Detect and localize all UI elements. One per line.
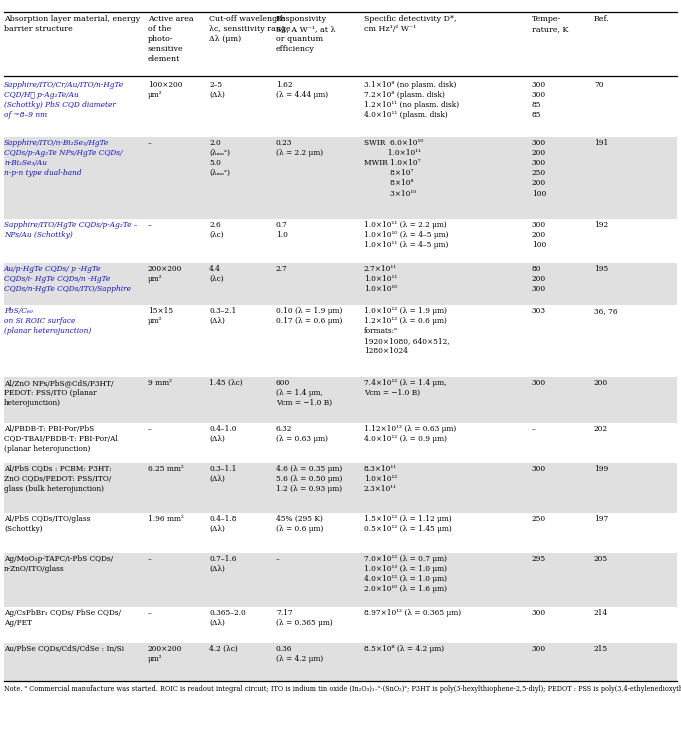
Text: 215: 215 [594,645,608,653]
Text: Cut-off wavelength
λc, sensitivity range
Δλ (μm): Cut-off wavelength λc, sensitivity range… [209,15,291,43]
Text: 0.3–2.1
(Δλ): 0.3–2.1 (Δλ) [209,307,236,325]
Text: 0.7
1.0: 0.7 1.0 [276,221,288,239]
Text: 0.23
(λ = 2.2 μm): 0.23 (λ = 2.2 μm) [276,139,323,157]
Text: 100×200
μm²: 100×200 μm² [148,81,183,99]
Text: 70: 70 [594,81,603,89]
Text: 7.17
(λ = 0.365 μm): 7.17 (λ = 0.365 μm) [276,609,333,627]
Text: 600
(λ = 1.4 μm,
Vcm = −1.0 B): 600 (λ = 1.4 μm, Vcm = −1.0 B) [276,379,332,408]
Text: 300: 300 [532,465,546,473]
Text: Ref.: Ref. [594,15,609,23]
Text: Note. ᵃ Commercial manufacture was started. ROIC is readout integral circuit; IT: Note. ᵃ Commercial manufacture was start… [4,685,681,693]
Text: –: – [276,555,280,563]
Bar [4,377,677,423]
Bar [4,643,677,681]
Text: 4.2 (λc): 4.2 (λc) [209,645,238,653]
Text: 7.0×10¹² (λ = 0.7 μm)
1.0×10¹³ (λ = 1.0 μm)
4.0×10¹² (λ = 1.0 μm)
2.0×10¹⁰ (λ = : 7.0×10¹² (λ = 0.7 μm) 1.0×10¹³ (λ = 1.0 … [364,555,447,593]
Text: Responsivity
Sλ, A W⁻¹, at λ
or quantum
efficiency: Responsivity Sλ, A W⁻¹, at λ or quantum … [276,15,336,54]
Text: 214: 214 [594,609,608,617]
Text: –: – [148,555,152,563]
Text: 192: 192 [594,221,608,229]
Text: 8.3×10¹¹
1.0×10¹²
2.3×10¹¹: 8.3×10¹¹ 1.0×10¹² 2.3×10¹¹ [364,465,397,493]
Text: 200×200
μm²: 200×200 μm² [148,645,183,663]
Text: Sapphire/ITO/HgTe CQDs/p-Ag₂Te –
NPs/Au (Schottky): Sapphire/ITO/HgTe CQDs/p-Ag₂Te – NPs/Au … [4,221,138,239]
Text: 0.7–1.6
(Δλ): 0.7–1.6 (Δλ) [209,555,236,573]
Text: Al/PbS CQDs : PCBM: P3HT:
ZnO CQDs/PEDOT: PSS/ITO/
glass (bulk heterojunction): Al/PbS CQDs : PCBM: P3HT: ZnO CQDs/PEDOT… [4,465,112,493]
Text: 300
200
100: 300 200 100 [532,221,546,249]
Text: –: – [148,139,152,147]
Text: 300
200
300
250
200
100: 300 200 300 250 200 100 [532,139,546,197]
Text: 295: 295 [532,555,546,563]
Bar [4,463,677,513]
Text: 45% (295 K)
(λ = 0.6 μm): 45% (295 K) (λ = 0.6 μm) [276,515,323,533]
Text: 197: 197 [594,515,608,523]
Text: 1.96 mm²: 1.96 mm² [148,515,184,523]
Text: 1.62
(λ = 4.44 μm): 1.62 (λ = 4.44 μm) [276,81,328,99]
Text: 0.365–2.0
(Δλ): 0.365–2.0 (Δλ) [209,609,246,627]
Text: 8.5×10⁸ (λ = 4.2 μm): 8.5×10⁸ (λ = 4.2 μm) [364,645,444,653]
Text: 8.97×10¹² (λ = 0.365 μm): 8.97×10¹² (λ = 0.365 μm) [364,609,461,617]
Text: Active area
of the
photo-
sensitive
element: Active area of the photo- sensitive elem… [148,15,193,63]
Text: 6.25 mm²: 6.25 mm² [148,465,184,473]
Text: 195: 195 [594,265,608,273]
Text: 2.7×10¹¹
1.0×10¹¹
1.0×10¹⁰: 2.7×10¹¹ 1.0×10¹¹ 1.0×10¹⁰ [364,265,398,294]
Bar [4,137,677,219]
Text: 1.12×10¹³ (λ = 0.63 μm)
4.0×10¹² (λ = 0.9 μm): 1.12×10¹³ (λ = 0.63 μm) 4.0×10¹² (λ = 0.… [364,425,456,443]
Text: 202: 202 [594,425,608,433]
Text: –: – [148,609,152,617]
Text: 36, 76: 36, 76 [594,307,618,315]
Text: Sapphire/ITO/n-Bi₂Se₃/HgTe
CQDs/p-Ag₂Te NPs/HgTe CQDs/
n-Bi₂Se₃/Au
n-p-n type du: Sapphire/ITO/n-Bi₂Se₃/HgTe CQDs/p-Ag₂Te … [4,139,123,177]
Text: 191: 191 [594,139,608,147]
Text: 250: 250 [532,515,546,523]
Text: 2.6
(λc): 2.6 (λc) [209,221,223,239]
Text: 300: 300 [532,645,546,653]
Text: 0.4–1.0
(Δλ): 0.4–1.0 (Δλ) [209,425,236,443]
Text: Al/ZnO NPs/PbS@CdS/P3HT/
PEDOT: PSS/ITO (planar
heterojunction): Al/ZnO NPs/PbS@CdS/P3HT/ PEDOT: PSS/ITO … [4,379,114,408]
Text: 15×15
μm²: 15×15 μm² [148,307,173,325]
Text: 6.32
(λ = 0.63 μm): 6.32 (λ = 0.63 μm) [276,425,328,443]
Text: 1.0×10¹² (λ = 1.9 μm)
1.2×10¹² (λ = 0.6 μm)
formats:ᵃ
1920×1080, 640×512,
1280×1: 1.0×10¹² (λ = 1.9 μm) 1.2×10¹² (λ = 0.6 … [364,307,449,355]
Text: Absorption layer material, energy
barrier structure: Absorption layer material, energy barrie… [4,15,140,33]
Text: 4.6 (λ = 0.35 μm)
5.6 (λ = 0.50 μm)
1.2 (λ = 0.93 μm): 4.6 (λ = 0.35 μm) 5.6 (λ = 0.50 μm) 1.2 … [276,465,343,493]
Text: 200×200
μm²: 200×200 μm² [148,265,183,283]
Text: 4.4
(λc): 4.4 (λc) [209,265,223,283]
Text: Tempe-
rature, K: Tempe- rature, K [532,15,569,33]
Text: 9 mm²: 9 mm² [148,379,172,387]
Text: 0.3–1.1
(Δλ): 0.3–1.1 (Δλ) [209,465,236,483]
Text: 200: 200 [594,379,608,387]
Bar [4,263,677,305]
Text: 0.10 (λ = 1.9 μm)
0.17 (λ = 0.6 μm): 0.10 (λ = 1.9 μm) 0.17 (λ = 0.6 μm) [276,307,343,325]
Text: 300: 300 [532,379,546,387]
Text: Ag/MoO₃p-TAPC/i-PbS CQDs/
n-ZnO/ITO/glass: Ag/MoO₃p-TAPC/i-PbS CQDs/ n-ZnO/ITO/glas… [4,555,113,573]
Text: 0.36
(λ = 4.2 μm): 0.36 (λ = 4.2 μm) [276,645,323,663]
Text: 2–5
(Δλ): 2–5 (Δλ) [209,81,225,99]
Text: 1.45 (λc): 1.45 (λc) [209,379,242,387]
Text: Specific detectivity D*,
cm Hz¹/² W⁻¹: Specific detectivity D*, cm Hz¹/² W⁻¹ [364,15,456,33]
Text: –: – [148,425,152,433]
Text: PbS/C₆₀
on Si ROIC surface
(planar heterojunction): PbS/C₆₀ on Si ROIC surface (planar heter… [4,307,91,335]
Text: 80
200
300: 80 200 300 [532,265,546,294]
Text: SWIR  6.0×10¹⁰
          1.0×10¹¹
MWIR 1.0×10⁷
           8×10⁷
           8×10⁸: SWIR 6.0×10¹⁰ 1.0×10¹¹ MWIR 1.0×10⁷ 8×10… [364,139,424,197]
Text: 3.1×10⁸ (no plasm. disk)
7.2×10⁸ (plasm. disk)
1.2×10¹¹ (no plasm. disk)
4.0×10¹: 3.1×10⁸ (no plasm. disk) 7.2×10⁸ (plasm.… [364,81,459,119]
Text: 300
300
85
85: 300 300 85 85 [532,81,546,119]
Text: Al/PBDB-T: PBI-Por/PbS
CQD-TBAI/PBDB-T: PBI-Por/Al
(planar heterojunction): Al/PBDB-T: PBI-Por/PbS CQD-TBAI/PBDB-T: … [4,425,118,453]
Text: –: – [148,221,152,229]
Text: 0.4–1.8
(Δλ): 0.4–1.8 (Δλ) [209,515,236,533]
Text: 205: 205 [594,555,608,563]
Text: 303: 303 [532,307,546,315]
Text: 1.0×10¹¹ (λ = 2.2 μm)
1.0×10¹⁰ (λ = 4–5 μm)
1.0×10¹¹ (λ = 4–5 μm): 1.0×10¹¹ (λ = 2.2 μm) 1.0×10¹⁰ (λ = 4–5 … [364,221,449,249]
Text: Au/p-HgTe CQDs/ p -HgTe
CQDs/i- HgTe CQDs/n -HgTe
CQDs/n-HgTe CQDs/ITO/Sapphire: Au/p-HgTe CQDs/ p -HgTe CQDs/i- HgTe CQD… [4,265,131,294]
Text: 300: 300 [532,609,546,617]
Text: Sapphire/ITO/Cr/Au/ITO/n-HgTe
CQD/HҸ p-Ag₂Te/Au
(Schottky) PbS CQD diameter
of ~: Sapphire/ITO/Cr/Au/ITO/n-HgTe CQD/HҸ p-A… [4,81,124,119]
Text: Au/PbSe CQDs/CdS/CdSe : In/Si: Au/PbSe CQDs/CdS/CdSe : In/Si [4,645,124,653]
Bar [4,553,677,607]
Text: 1.5×10¹² (λ = 1.12 μm)
0.5×10¹² (λ = 1.45 μm): 1.5×10¹² (λ = 1.12 μm) 0.5×10¹² (λ = 1.4… [364,515,452,533]
Text: 2.0
(λₘₐˣ)
5.0
(λₘₐˣ): 2.0 (λₘₐˣ) 5.0 (λₘₐˣ) [209,139,230,177]
Text: –: – [532,425,536,433]
Text: Al/PbS CQDs/ITO/glass
(Schottky): Al/PbS CQDs/ITO/glass (Schottky) [4,515,91,533]
Text: 7.4×10¹² (λ = 1.4 μm,
Vcm = −1.0 B): 7.4×10¹² (λ = 1.4 μm, Vcm = −1.0 B) [364,379,447,397]
Text: 199: 199 [594,465,608,473]
Text: Ag/CsPbBr₃ CQDs/ PbSe CQDs/
Ag/PET: Ag/CsPbBr₃ CQDs/ PbSe CQDs/ Ag/PET [4,609,121,627]
Text: 2.7: 2.7 [276,265,288,273]
